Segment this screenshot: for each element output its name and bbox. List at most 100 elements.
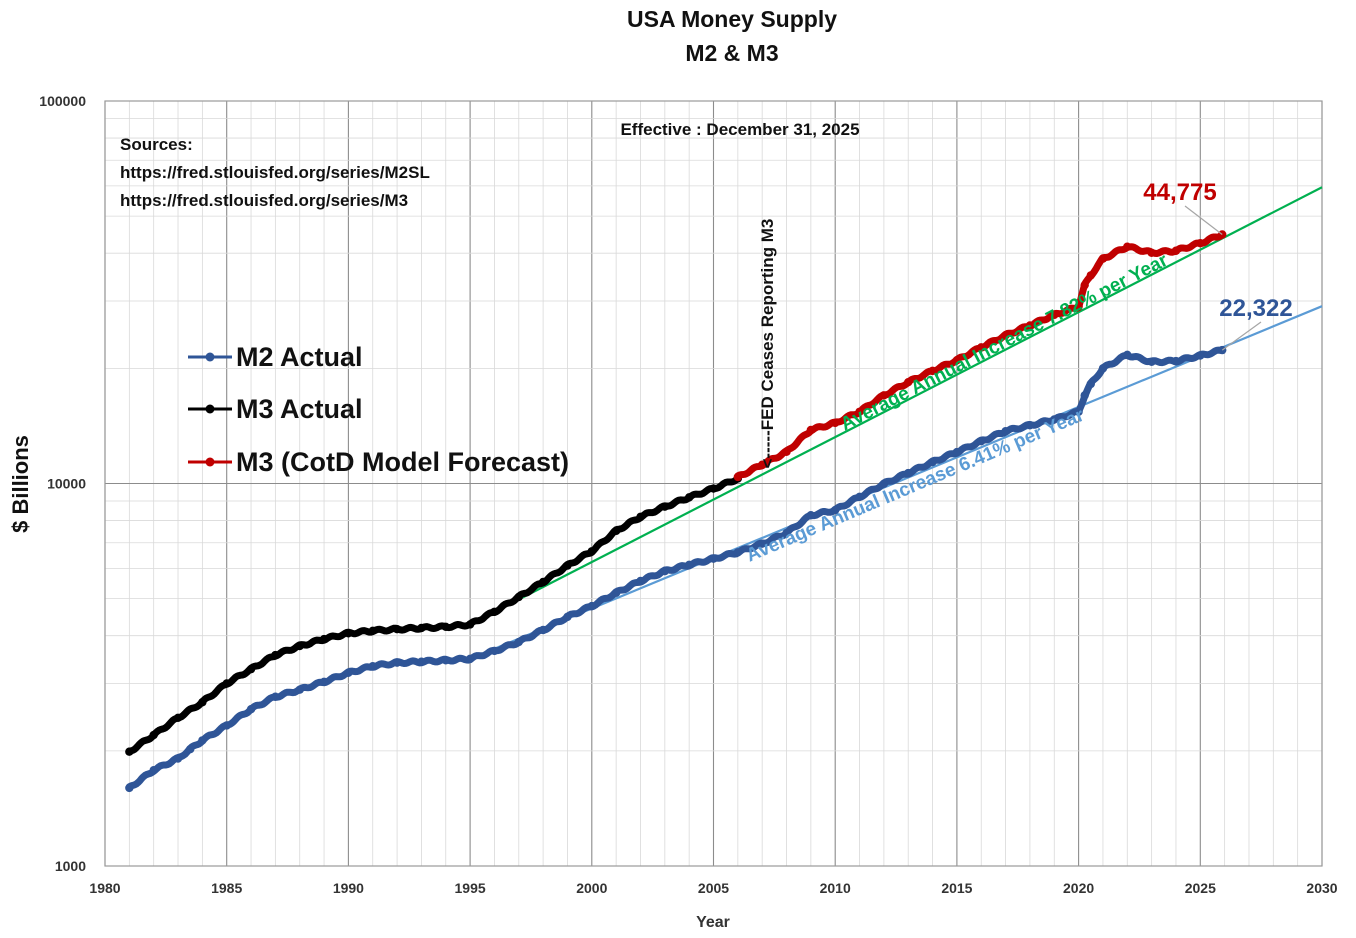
data-point-m3-actual — [563, 561, 572, 570]
x-tick-label: 2010 — [820, 880, 851, 896]
data-point-m2-actual — [319, 677, 329, 687]
data-point-m3-forecast — [1086, 271, 1095, 280]
data-point-m2-actual — [1196, 351, 1205, 360]
data-point-m2-actual — [611, 588, 621, 597]
data-point-m3-forecast — [1098, 254, 1108, 263]
data-point-m3-actual — [198, 698, 207, 707]
x-tick-label: 2030 — [1306, 880, 1337, 896]
data-point-m3-forecast — [757, 460, 767, 469]
data-point-m2-actual — [1074, 407, 1083, 416]
data-point-m3-actual — [319, 634, 329, 644]
data-point-m2-actual — [855, 492, 864, 502]
legend: M2 Actual M3 Actual M3 (CotD Model Forec… — [188, 342, 569, 477]
data-point-m3-actual — [344, 629, 353, 638]
data-point-m3-actual — [441, 622, 450, 632]
data-point-m2-actual — [831, 505, 840, 515]
data-point-m2-actual — [563, 612, 572, 622]
data-point-m2-actual — [465, 654, 475, 664]
x-tick-label: 1985 — [211, 880, 242, 896]
data-point-m2-actual — [928, 457, 937, 467]
data-point-m3-actual — [490, 607, 499, 616]
source-link-m2: https://fred.stlouisfed.org/series/M2SL — [120, 163, 430, 182]
data-point-m2-actual — [587, 601, 596, 611]
fed-ceases-m3-annotation: <-----FED Ceases Reporting M3 — [758, 219, 777, 469]
data-point-m2-actual — [514, 637, 523, 647]
data-point-m2-actual — [149, 766, 158, 775]
data-point-m2-actual — [185, 745, 195, 754]
x-axis-label: Year — [696, 914, 730, 931]
data-point-m2-actual — [246, 705, 256, 714]
legend-marker-m3-forecast — [205, 457, 215, 467]
x-tick-label: 2005 — [698, 880, 729, 896]
data-point-m3-actual — [611, 526, 621, 536]
legend-item-m3: M3 Actual — [188, 394, 363, 424]
data-point-m3-actual — [392, 624, 402, 634]
callout-leader-m2 — [1221, 321, 1262, 351]
data-point-m3-actual — [271, 650, 280, 660]
data-point-m3-forecast — [782, 447, 791, 457]
data-point-m2-actual — [1025, 421, 1035, 430]
data-point-m3-forecast — [831, 418, 840, 428]
data-point-m3-forecast — [806, 425, 816, 435]
callout-leader-m3 — [1184, 205, 1223, 235]
data-point-m2-actual — [368, 661, 377, 671]
data-point-m2-actual — [441, 656, 450, 665]
data-point-m2-actual — [904, 468, 913, 478]
chart-title: USA Money Supply — [627, 6, 837, 32]
data-point-m3-forecast — [1196, 238, 1205, 248]
trendline-label-m3: Average Annual Increase 7.82% per Year — [837, 250, 1172, 436]
x-tick-label: 2015 — [941, 880, 972, 896]
trendline-m3 — [469, 186, 1323, 626]
data-point-m2-actual — [295, 685, 304, 694]
legend-marker-m2 — [205, 352, 215, 362]
data-point-m2-actual — [1123, 350, 1132, 360]
data-point-m2-actual — [173, 754, 183, 763]
data-point-m3-forecast — [1080, 280, 1089, 290]
x-tick-label: 2000 — [576, 880, 607, 896]
series-line-m3-actual — [125, 475, 742, 755]
data-point-m2-actual — [1080, 391, 1089, 400]
data-point-m2-actual — [952, 447, 962, 457]
x-tick-label: 2020 — [1063, 880, 1094, 896]
data-point-m3-forecast — [904, 378, 913, 387]
data-point-m3-actual — [222, 679, 231, 688]
legend-label-m3-forecast: M3 (CotD Model Forecast) — [236, 447, 569, 477]
data-point-m2-actual — [198, 736, 207, 745]
data-point-m3-actual — [514, 592, 523, 602]
data-point-m3-actual — [295, 641, 304, 651]
data-point-m2-actual — [782, 528, 791, 538]
effective-date-label: Effective : December 31, 2025 — [620, 120, 859, 139]
data-point-m3-forecast — [1025, 321, 1035, 330]
data-point-m2-actual — [490, 646, 499, 656]
data-point-m3-forecast — [1171, 246, 1181, 255]
data-point-m3-forecast — [928, 366, 937, 376]
data-point-m3-forecast — [952, 356, 962, 365]
data-point-m2-actual — [1098, 364, 1108, 373]
data-point-m2-actual — [757, 539, 767, 548]
data-point-m2-actual — [879, 479, 889, 489]
data-point-m2-actual — [660, 566, 670, 576]
data-point-m3-actual — [149, 730, 158, 740]
legend-label-m3: M3 Actual — [236, 394, 363, 424]
data-point-m3-actual — [587, 547, 596, 556]
data-point-m3-forecast — [1123, 242, 1132, 251]
data-point-m2-actual — [392, 658, 402, 667]
y-tick-label: 100000 — [39, 93, 86, 109]
data-point-m3-actual — [173, 713, 183, 723]
series-lines — [125, 230, 1227, 793]
y-axis-label: $ Billions — [8, 435, 33, 533]
data-point-m3-forecast — [855, 407, 864, 416]
data-point-m3-actual — [709, 484, 718, 493]
data-point-m3-forecast — [733, 472, 743, 482]
data-point-m3-actual — [246, 664, 256, 674]
data-point-m3-actual — [368, 626, 377, 636]
data-point-m3-actual — [636, 512, 645, 522]
sources-heading: Sources: — [120, 135, 193, 154]
data-point-m2-actual — [222, 721, 231, 730]
legend-label-m2: M2 Actual — [236, 342, 363, 372]
m3-latest-value-label: 44,775 — [1143, 179, 1216, 206]
x-tick-label: 1995 — [455, 880, 486, 896]
data-point-m3-actual — [660, 502, 670, 511]
data-point-m3-forecast — [1147, 248, 1156, 257]
